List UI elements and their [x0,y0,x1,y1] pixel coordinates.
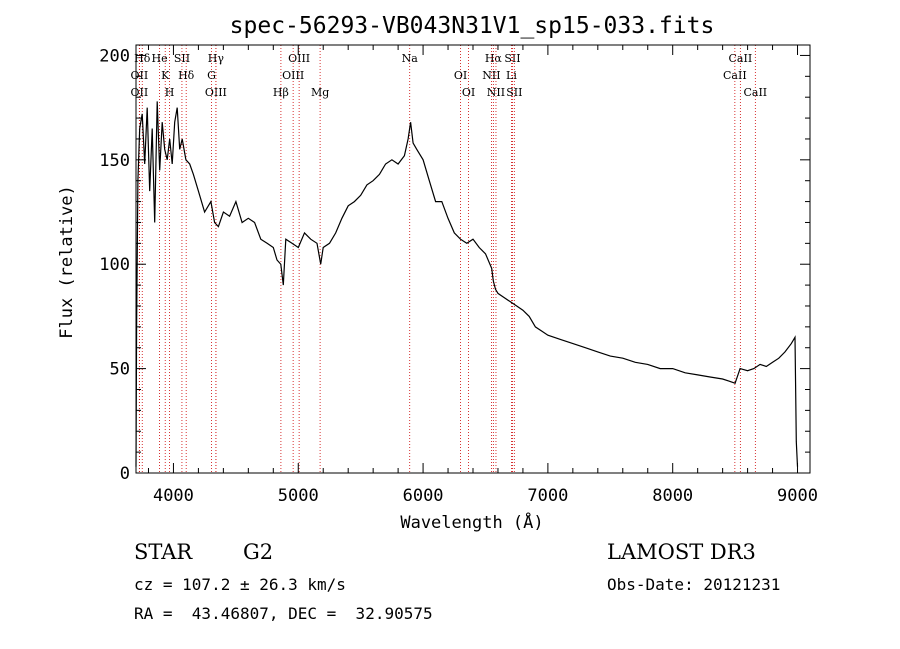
x-tick-label: 4000 [153,486,194,506]
observation-date: Obs-Date: 20121231 [607,575,781,594]
x-axis-label: Wavelength (Å) [400,511,543,533]
chart-title: spec-56293-VB043N31V1_sp15-033.fits [230,13,715,39]
x-tick-label: 8000 [652,486,693,506]
coordinates-readout: RA = 43.46807, DEC = 32.90575 [134,604,433,623]
spectral-lines-layer: HδOIIOIIHeKHSIIHδOIIIHγGHβOIIIOIIIMgNaOI… [131,45,767,473]
spectral-line-label: Hγ [208,52,225,65]
y-tick-label: 0 [120,464,130,484]
spectral-line-label: Hα [485,52,503,65]
spectral-line-label: CaII [723,69,747,82]
spectral-line-label: NII [487,86,505,99]
y-tick-label: 150 [99,151,130,171]
object-class: STAR [134,540,193,564]
spectral-line-label: SII [504,52,520,65]
spectral-line-label: CaII [743,86,767,99]
object-subclass: G2 [243,540,274,564]
spectral-line-label: Li [506,69,517,82]
spectral-line-label: He [152,52,168,65]
x-tick-label: 5000 [278,486,319,506]
spectral-line-label: K [161,69,170,82]
spectral-line-label: CaII [729,52,753,65]
x-tick-label: 7000 [527,486,568,506]
redshift-readout: cz = 107.2 ± 26.3 km/s [134,575,346,594]
plot-frame [135,44,811,474]
spectral-line-label: Na [402,52,419,65]
spectral-line-label: Hδ [178,69,195,82]
spectral-line-label: OI [454,69,467,82]
spectral-line-label: NII [482,69,500,82]
spectral-line-label: G [207,69,216,82]
spectral-line-label: Hδ [134,52,151,65]
spectral-line-label: OIII [205,86,227,99]
spectral-line-label: OII [131,86,149,99]
spectral-line-label: OI [462,86,475,99]
spectral-line-label: OIII [282,69,304,82]
survey-label: LAMOST DR3 [607,540,756,564]
x-tick-label: 6000 [403,486,444,506]
axis-ticks-layer: 4000 5000 6000 7000 8000 9000 0 50 100 150 200 [99,45,818,506]
spectral-line-label: SII [174,52,190,65]
spectral-line-label: Hβ [273,86,289,99]
spectral-line-label: H [165,86,175,99]
spectral-line-label: Mg [311,86,329,99]
spectral-line-label: SII [506,86,522,99]
x-tick-label: 9000 [777,486,818,506]
y-axis-label: Flux (relative) [57,185,77,339]
flux-series-line [135,101,799,467]
spectral-line-label: OIII [288,52,310,65]
y-tick-label: 100 [99,255,130,275]
y-tick-label: 200 [99,46,130,66]
y-tick-label: 50 [110,360,130,380]
